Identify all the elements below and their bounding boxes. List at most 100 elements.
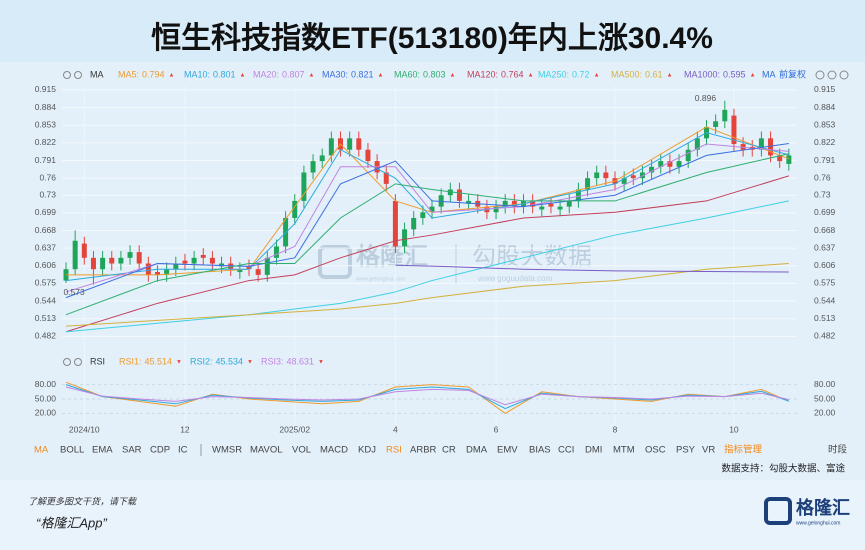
candle-body xyxy=(447,189,453,196)
indicator-tab[interactable]: PSY xyxy=(676,445,696,456)
y-tick-label: 0.637 xyxy=(35,242,57,252)
indicator-tab[interactable]: MACD xyxy=(320,445,348,456)
indicator-tab[interactable]: KDJ xyxy=(358,445,376,456)
indicator-tab[interactable]: IC xyxy=(178,445,188,456)
zoom-in-icon[interactable] xyxy=(839,70,849,80)
candle-body xyxy=(438,195,444,207)
y-tick-label: 0.544 xyxy=(35,295,57,305)
indicator-tab[interactable]: 指标管理 xyxy=(724,444,763,456)
candle-body xyxy=(411,217,417,230)
period-tab[interactable]: 时段 xyxy=(828,444,848,456)
rsi-tick-label-right: 80.00 xyxy=(814,379,836,389)
plot: 0.915 0.915 0.884 0.884 0.853 0.853 0.822 0.822… xyxy=(35,84,836,434)
candle-body xyxy=(219,263,225,267)
indicator-tab[interactable]: DMI xyxy=(585,445,602,456)
indicator-tab[interactable]: MTM xyxy=(613,445,635,456)
indicator-tab[interactable]: SAR xyxy=(122,445,142,456)
candle-body xyxy=(621,178,627,184)
candle-body xyxy=(383,172,389,184)
candle-body xyxy=(173,263,179,270)
indicator-tab[interactable]: CR xyxy=(442,445,456,456)
candle-body xyxy=(722,109,728,122)
legend-trend: ▲ xyxy=(667,73,673,79)
ma-line xyxy=(65,386,789,406)
y-tick-label-right: 0.853 xyxy=(814,120,836,130)
settings-icon[interactable] xyxy=(63,358,71,366)
rsi-tick-label: 50.00 xyxy=(35,393,57,403)
y-tick-label: 0.822 xyxy=(35,137,57,147)
candle-body xyxy=(511,200,517,207)
candle-body xyxy=(228,263,234,270)
y-tick-label-right: 0.482 xyxy=(814,331,836,341)
y-tick-label-right: 0.699 xyxy=(814,207,836,217)
eye-icon[interactable] xyxy=(74,71,82,79)
candle-body xyxy=(768,138,774,156)
y-tick-label: 0.668 xyxy=(35,225,57,235)
candle-body xyxy=(502,200,508,207)
legend-name: MA20: xyxy=(253,69,279,79)
candle-body xyxy=(182,260,188,264)
rsi-tick-label-right: 50.00 xyxy=(814,393,836,403)
legend-name: MA60: xyxy=(394,69,420,79)
indicator-label: MA xyxy=(90,69,104,79)
ma-line xyxy=(65,142,789,299)
adjust-label[interactable]: 前复权 xyxy=(779,68,806,79)
candle-body xyxy=(127,252,133,258)
indicator-tab[interactable]: CCI xyxy=(558,445,574,456)
candle-body xyxy=(603,172,609,179)
candle-body xyxy=(694,138,700,150)
logo-text: 格隆汇 xyxy=(796,497,850,518)
indicator-tab[interactable]: WMSR xyxy=(212,445,242,456)
legend-value: 0.821 xyxy=(351,69,374,79)
y-tick-label-right: 0.791 xyxy=(814,155,836,165)
legend-name: MA30: xyxy=(322,69,348,79)
indicator-tab[interactable]: OSC xyxy=(645,445,666,456)
reset-icon[interactable] xyxy=(815,70,825,80)
y-tick-label-right: 0.822 xyxy=(814,137,836,147)
indicator-tab[interactable]: BIAS xyxy=(529,445,551,456)
y-tick-label-right: 0.637 xyxy=(814,242,836,252)
indicator-tab[interactable]: MAVOL xyxy=(250,445,283,456)
settings-icon[interactable] xyxy=(63,71,71,79)
indicator-tab[interactable]: EMA xyxy=(92,445,113,456)
legend-name: MA10: xyxy=(184,69,210,79)
watermark-brand-url: www.gelonghui.com xyxy=(355,276,405,282)
legend-name: MA5: xyxy=(118,69,139,79)
indicator-tab[interactable]: RSI xyxy=(386,445,402,456)
candle-body xyxy=(777,155,783,162)
zoom-out-icon[interactable] xyxy=(827,70,837,80)
legend-trend: ▲ xyxy=(594,73,600,79)
indicator-tab[interactable]: VOL xyxy=(292,445,311,456)
indicator-tab[interactable]: DMA xyxy=(466,445,488,456)
logo-url: www.gelonghui.com xyxy=(796,520,840,526)
y-tick-label-right: 0.884 xyxy=(814,102,836,112)
candle-body xyxy=(713,121,719,127)
x-tick-label: 4 xyxy=(393,424,398,434)
y-tick-label: 0.791 xyxy=(35,155,57,165)
indicator-tab[interactable]: CDP xyxy=(150,445,170,456)
legend-value: 45.534 xyxy=(216,356,244,366)
candle-body xyxy=(548,203,554,207)
indicator-tab[interactable]: EMV xyxy=(497,445,518,456)
legend-value: 45.514 xyxy=(145,356,173,366)
page-title: 恒生科技指数ETF(513180)年内上涨30.4% xyxy=(151,22,713,55)
candle-body xyxy=(81,243,87,258)
y-tick-label: 0.915 xyxy=(35,84,57,94)
candle-body xyxy=(347,138,353,150)
y-tick-label: 0.482 xyxy=(35,331,57,341)
candle-body xyxy=(594,172,600,179)
eye-icon[interactable] xyxy=(74,358,82,366)
candle-body xyxy=(420,212,426,218)
legend-trend: ▲ xyxy=(378,73,384,79)
candle-body xyxy=(731,115,737,145)
legend-name: MA250: xyxy=(538,69,569,79)
y-tick-label: 0.606 xyxy=(35,260,57,270)
indicator-tab[interactable]: MA xyxy=(34,445,49,456)
indicator-tab[interactable]: BOLL xyxy=(60,445,84,456)
indicator-tab[interactable]: VR xyxy=(702,445,715,456)
indicator-tab[interactable]: ARBR xyxy=(410,445,437,456)
candle-body xyxy=(566,200,572,207)
x-tick-label: 12 xyxy=(180,424,190,434)
candle-body xyxy=(319,155,325,162)
